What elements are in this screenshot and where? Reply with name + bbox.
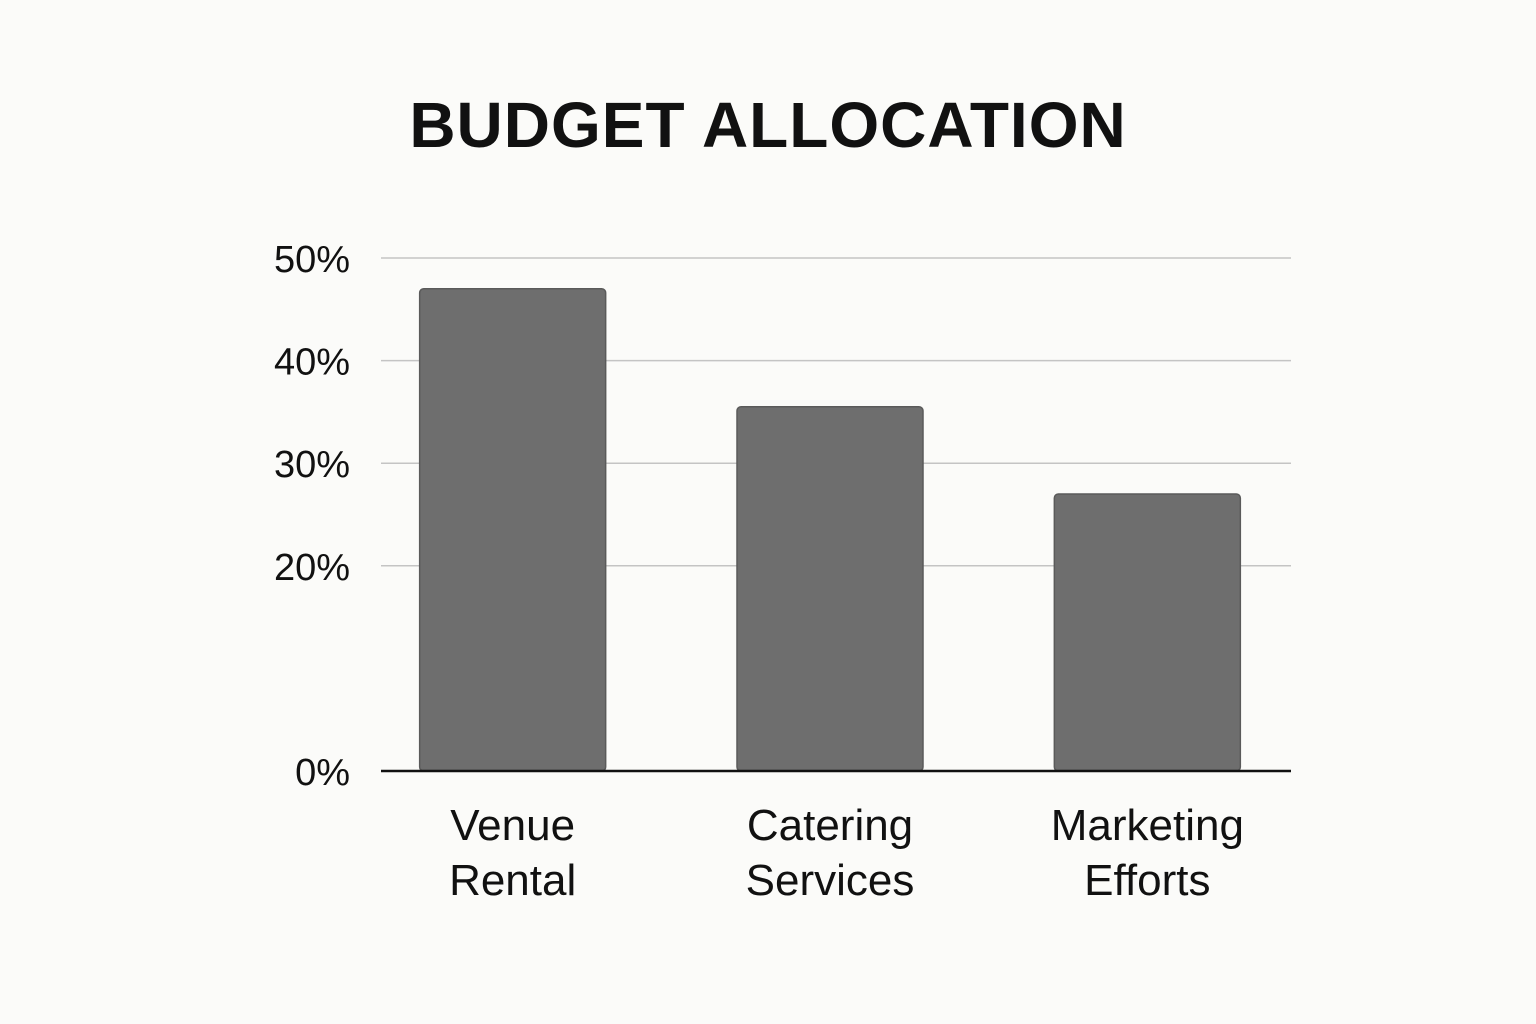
bar [1053, 493, 1242, 772]
x-category-label: Venue [450, 801, 575, 850]
x-category-label: Services [746, 856, 915, 905]
y-tick-label: 0% [295, 752, 350, 794]
y-tick-label: 30% [274, 444, 350, 486]
x-category-label: Efforts [1084, 856, 1210, 905]
x-category-label: Catering [747, 801, 913, 850]
x-axis-category-labels: Venue Rental Catering Services Marketing Effo… [449, 801, 1244, 905]
y-tick-label: 40% [274, 342, 350, 384]
y-axis-tick-labels: 0% 20% 30% 40% 50% [274, 239, 350, 794]
bars [418, 288, 1242, 772]
chart-title: BUDGET ALLOCATION [409, 89, 1127, 161]
bar [418, 288, 607, 772]
y-tick-label: 20% [274, 547, 350, 589]
x-category-label: Rental [449, 856, 576, 905]
y-tick-label: 50% [274, 239, 350, 281]
bar [736, 406, 924, 772]
x-category-label: Marketing [1051, 801, 1244, 850]
